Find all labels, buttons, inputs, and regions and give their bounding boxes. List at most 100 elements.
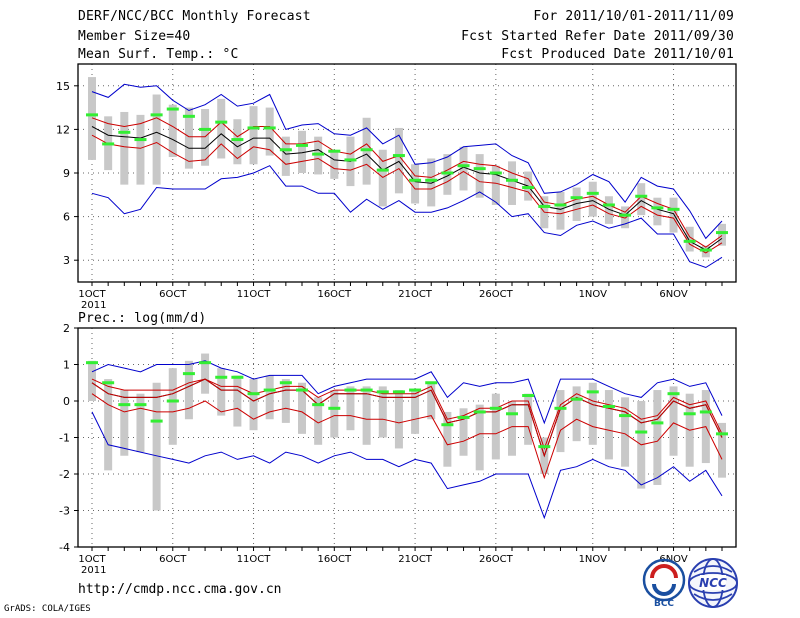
ensemble-box: [508, 161, 516, 205]
ensemble-box: [152, 94, 161, 185]
series-line-mean2: [91, 378, 723, 458]
ensemble-box: [217, 368, 226, 416]
ensemble-box: [168, 368, 177, 445]
observed-marker: [554, 203, 567, 207]
year-label: 2011: [81, 565, 106, 576]
ensemble-box: [572, 386, 581, 442]
observed-marker: [473, 410, 486, 414]
observed-marker: [522, 394, 535, 398]
ensemble-box: [685, 226, 694, 252]
series-line-p75: [91, 117, 723, 248]
ensemble-box: [136, 114, 145, 185]
ensemble-box: [459, 146, 468, 191]
observed-marker: [619, 213, 632, 217]
observed-marker: [538, 204, 551, 208]
svg-text:BCC: BCC: [654, 599, 674, 608]
ensemble-box: [491, 393, 500, 460]
ensemble-box: [136, 393, 145, 453]
x-tick-label: 11OCT: [237, 289, 272, 300]
y-tick-label: -3: [59, 505, 70, 518]
ensemble-box: [168, 104, 177, 158]
x-tick-label: 6OCT: [159, 554, 187, 565]
observed-marker: [182, 372, 195, 376]
observed-marker: [489, 171, 502, 175]
ensemble-box: [604, 196, 613, 224]
observed-marker: [506, 412, 518, 416]
ensemble-box: [411, 164, 420, 204]
observed-marker: [199, 361, 212, 365]
ensemble-box: [443, 411, 452, 467]
observed-marker: [150, 419, 163, 423]
observed-marker: [231, 138, 244, 142]
observed-marker: [489, 406, 502, 410]
x-tick-label: 1OCT: [78, 554, 106, 565]
year-label: 2011: [81, 300, 106, 310]
series-line-min: [91, 411, 723, 520]
observed-marker: [441, 171, 454, 175]
x-tick-label: 1OCT: [78, 289, 106, 300]
ensemble-box: [394, 390, 403, 449]
ensemble-box: [120, 390, 129, 456]
ensemble-box: [556, 390, 565, 453]
series-line-max: [91, 83, 723, 240]
ensemble-box: [184, 360, 193, 420]
y-tick-label: -1: [59, 432, 70, 445]
ensemble-box: [233, 119, 242, 165]
observed-marker: [247, 126, 260, 130]
ensemble-box: [524, 393, 533, 445]
observed-marker: [441, 423, 454, 427]
footer-url[interactable]: http://cmdp.ncc.cma.gov.cn: [78, 582, 282, 597]
observed-marker: [199, 127, 212, 131]
observed-marker: [182, 114, 195, 118]
plot-frame: [77, 63, 737, 283]
y-tick-label: 9: [63, 167, 70, 180]
observed-marker: [651, 206, 664, 210]
observed-marker: [716, 231, 728, 235]
x-tick-label: 21OCT: [398, 289, 433, 300]
ensemble-box: [588, 382, 597, 445]
y-tick-label: 3: [63, 254, 70, 267]
ensemble-box: [637, 183, 646, 216]
ensemble-box: [653, 197, 662, 226]
ensemble-box: [281, 136, 290, 176]
ensemble-box: [88, 360, 96, 401]
observed-marker: [392, 390, 405, 394]
ensemble-box: [281, 379, 290, 423]
observed-marker: [263, 388, 276, 392]
forecast-period-label: For 2011/10/01-2011/11/09: [533, 9, 734, 24]
ensemble-box: [249, 379, 258, 431]
observed-marker: [134, 138, 147, 142]
x-tick-label: 16OCT: [317, 554, 352, 565]
ensemble-box: [184, 107, 193, 169]
ensemble-box: [556, 191, 565, 230]
observed-marker: [86, 113, 98, 117]
observed-marker: [602, 404, 615, 408]
x-tick-label: 16OCT: [317, 289, 352, 300]
observed-marker: [102, 142, 115, 146]
x-tick-label: 6NOV: [659, 554, 688, 565]
observed-marker: [602, 203, 615, 207]
bcc-logo: BCC: [642, 558, 686, 608]
observed-marker: [118, 130, 131, 134]
y-tick-label: 0: [63, 395, 70, 408]
ensemble-box: [346, 386, 355, 431]
observed-marker: [425, 381, 438, 385]
ensemble-box: [249, 106, 258, 165]
observed-marker: [506, 178, 518, 182]
ensemble-box: [217, 98, 226, 159]
observed-marker: [699, 248, 712, 252]
observed-marker: [554, 406, 567, 410]
observed-marker: [425, 178, 438, 182]
observed-marker: [586, 390, 599, 394]
series-line-max: [91, 360, 723, 425]
series-line-p75: [91, 378, 723, 450]
ensemble-box: [718, 422, 726, 478]
observed-marker: [683, 239, 696, 243]
observed-marker: [409, 388, 422, 392]
x-tick-label: 26OCT: [479, 554, 514, 565]
y-tick-label: 15: [56, 80, 70, 93]
forecast-produced-label: Fcst Produced Date 2011/10/01: [501, 47, 734, 62]
ensemble-box: [621, 206, 630, 229]
ensemble-box: [298, 382, 306, 434]
observed-marker: [328, 149, 341, 153]
